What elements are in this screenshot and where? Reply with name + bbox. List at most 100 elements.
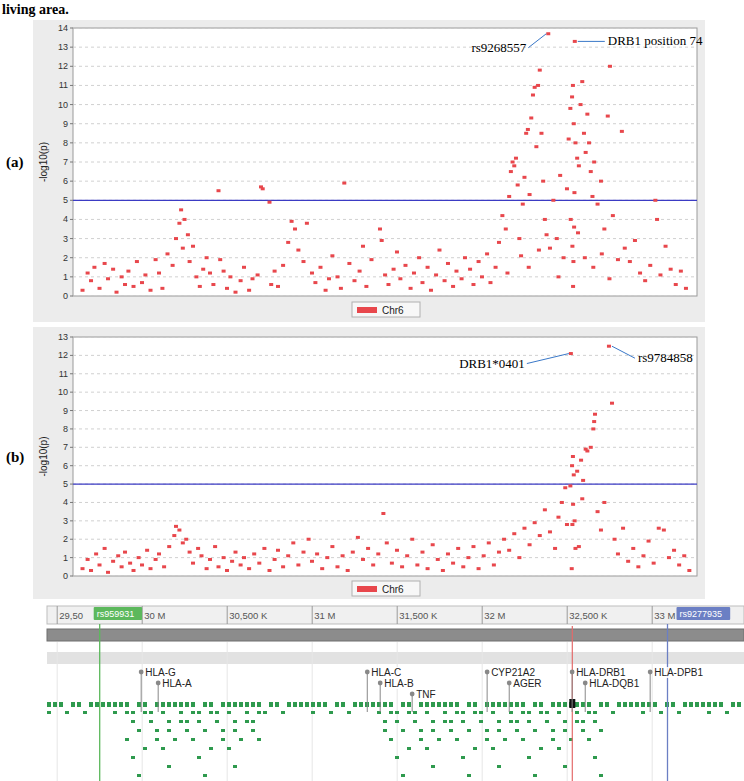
point xyxy=(512,532,516,535)
gene-block xyxy=(431,702,435,707)
tick-label: 8 xyxy=(63,424,68,434)
point xyxy=(383,273,387,276)
gene-block xyxy=(497,720,501,723)
gene-block xyxy=(425,747,429,750)
point xyxy=(276,549,280,552)
point xyxy=(480,275,484,278)
tick-label: 5 xyxy=(63,479,68,489)
point xyxy=(560,501,564,504)
point xyxy=(633,239,637,242)
track-grid-line xyxy=(567,642,568,781)
gene-block xyxy=(641,711,645,714)
point xyxy=(569,218,573,221)
gene-block xyxy=(143,711,147,714)
point xyxy=(641,554,645,557)
tick-label: 13 xyxy=(58,42,68,52)
grid-line xyxy=(73,447,697,448)
grid-line xyxy=(73,296,697,297)
gene-block xyxy=(695,702,699,707)
gene-block xyxy=(251,702,255,707)
point xyxy=(281,264,285,267)
point xyxy=(145,549,149,552)
point xyxy=(485,252,489,255)
panel: 012345678910111213-log10(p)Chr6DRB1*0401… xyxy=(33,327,705,599)
point xyxy=(533,521,537,524)
grid-line xyxy=(73,200,697,201)
gene-block xyxy=(455,711,459,714)
gene-block xyxy=(731,702,735,707)
point xyxy=(242,266,246,269)
grid-line xyxy=(73,257,697,258)
point xyxy=(667,556,671,559)
ruler-label: 30,500 K xyxy=(229,610,268,621)
gene-block xyxy=(275,702,279,707)
gene-block xyxy=(257,711,261,714)
gene-block xyxy=(623,702,627,707)
point xyxy=(507,549,511,552)
point xyxy=(426,567,430,570)
gene-block xyxy=(179,711,183,714)
ruler-label: 31 M xyxy=(314,610,335,621)
point xyxy=(290,220,294,223)
grid-line xyxy=(73,162,697,163)
gene-pin xyxy=(365,670,370,675)
point xyxy=(562,256,566,259)
gene-block xyxy=(125,711,129,714)
tick-mark xyxy=(70,410,73,411)
point xyxy=(575,157,579,160)
annotation-leader xyxy=(612,346,635,358)
tick-mark xyxy=(70,373,73,374)
gene-block xyxy=(257,738,261,741)
point xyxy=(200,554,204,557)
gene-block xyxy=(209,747,213,750)
gene-block xyxy=(47,711,51,714)
gene-block xyxy=(467,729,471,732)
tick-label: 11 xyxy=(59,80,68,90)
tick-label: 4 xyxy=(63,214,68,224)
gene-block xyxy=(65,711,69,714)
point xyxy=(217,189,221,192)
point xyxy=(488,281,492,284)
point xyxy=(517,237,521,240)
tick-label: 12 xyxy=(58,350,68,360)
gene-block xyxy=(131,756,135,759)
point xyxy=(600,252,604,255)
point xyxy=(572,226,576,229)
gene-block xyxy=(113,711,117,714)
annotation-text: DRB1 position 74 xyxy=(608,33,703,48)
gene-block xyxy=(137,702,141,707)
point xyxy=(558,174,562,177)
gene-block xyxy=(527,711,531,714)
gene-block xyxy=(185,720,189,723)
gene-pin xyxy=(570,670,575,675)
point xyxy=(273,270,277,273)
point xyxy=(276,285,280,288)
point xyxy=(380,239,384,242)
point xyxy=(571,455,575,458)
gene-pin xyxy=(583,681,588,686)
gene-block xyxy=(329,711,333,714)
point xyxy=(456,547,460,550)
gene-block xyxy=(533,774,537,777)
point xyxy=(536,84,540,87)
legend-box xyxy=(352,302,420,317)
point xyxy=(392,268,396,271)
point xyxy=(305,222,309,225)
point xyxy=(92,266,96,269)
gene-block xyxy=(149,720,153,723)
gene-block xyxy=(107,702,111,707)
gene-block xyxy=(449,702,453,707)
gene-block xyxy=(593,720,597,723)
point xyxy=(610,402,614,405)
point xyxy=(494,266,498,269)
gene-block xyxy=(611,711,615,714)
tick-label: 3 xyxy=(63,516,68,526)
point xyxy=(378,228,382,231)
gene-pin-line xyxy=(509,683,510,712)
tick-label: 1 xyxy=(63,272,68,282)
grid-line xyxy=(73,219,697,220)
point xyxy=(230,560,234,563)
threshold-line xyxy=(73,200,697,201)
gene-pin-line xyxy=(158,683,159,712)
gene-label-bg xyxy=(370,667,401,678)
